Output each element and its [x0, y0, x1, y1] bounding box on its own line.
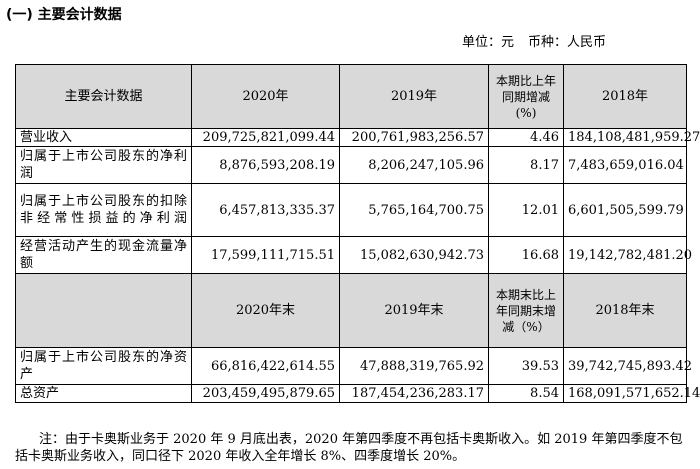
table-row: 总资产 203,459,495,879.65 187,454,236,283.1… — [15, 384, 700, 403]
cell-2019: 15,082,630,942.73 — [339, 236, 489, 274]
header-2019-end: 2019年末 — [339, 273, 489, 348]
table-row: 营业收入 209,725,821,099.44 200,761,983,256.… — [15, 128, 700, 147]
cell-2020: 203,459,495,879.65 — [191, 384, 340, 403]
unit-line: 单位：元 币种：人民币 — [462, 35, 606, 51]
table-row: 归属于上市公司股东的扣除非经常性损益的净利润 6,457,813,335.37 … — [15, 183, 687, 237]
footnote: 注：由于卡奥斯业务于 2020 年 9 月底出表，2020 年第四季度不再包括卡… — [15, 432, 683, 464]
cell-2020: 209,725,821,099.44 — [191, 128, 340, 147]
cell-2019: 200,761,983,256.57 — [339, 128, 489, 147]
currency-label: 币种：人民币 — [528, 35, 607, 50]
row-label: 经营活动产生的现金流量净额 — [15, 236, 192, 274]
cell-2018: 39,742,745,893.42 — [563, 347, 692, 385]
table-row: 归属于上市公司股东的净资产 66,816,422,614.55 47,888,3… — [15, 347, 692, 385]
unit-label: 单位：元 — [462, 35, 515, 50]
cell-change: 8.17 — [488, 146, 564, 184]
cell-2020: 8,876,593,208.19 — [191, 146, 340, 184]
cell-change: 4.46 — [488, 128, 564, 147]
cell-2018: 6,601,505,599.79 — [563, 183, 687, 237]
row-label: 归属于上市公司股东的净利润 — [15, 146, 192, 184]
cell-change: 16.68 — [488, 236, 564, 274]
row-label: 营业收入 — [15, 128, 192, 147]
section-title: (一) 主要会计数据 — [6, 7, 122, 23]
cell-change: 12.01 — [488, 183, 564, 237]
cell-2020: 6,457,813,335.37 — [191, 183, 340, 237]
row-label: 归属于上市公司股东的扣除非经常性损益的净利润 — [15, 183, 192, 237]
cell-2020: 66,816,422,614.55 — [191, 347, 340, 385]
cell-2019: 47,888,319,765.92 — [339, 347, 489, 385]
header-2018-end: 2018年末 — [563, 273, 687, 348]
cell-2018: 168,091,571,652.14 — [563, 384, 700, 403]
table-row: 经营活动产生的现金流量净额 17,599,111,715.51 15,082,6… — [15, 236, 692, 274]
header-2020-end: 2020年末 — [191, 273, 340, 348]
cell-2019: 8,206,247,105.96 — [339, 146, 489, 184]
header-2019: 2019年 — [339, 64, 489, 129]
cell-2018: 184,108,481,959.27 — [563, 128, 700, 147]
header-2018: 2018年 — [563, 64, 687, 129]
table-header-row: 2020年末 2019年末 本期末比上年同期末增减（%） 2018年末 — [15, 273, 687, 348]
header-change-end: 本期末比上年同期末增减（%） — [488, 273, 564, 348]
header-item — [15, 273, 192, 348]
cell-2019: 5,765,164,700.75 — [339, 183, 489, 237]
cell-change: 39.53 — [488, 347, 564, 385]
header-item: 主要会计数据 — [15, 64, 192, 129]
cell-2018: 7,483,659,016.04 — [563, 146, 687, 184]
table-header-row: 主要会计数据 2020年 2019年 本期比上年同期增减(%) 2018年 — [15, 64, 687, 129]
row-label: 总资产 — [15, 384, 192, 403]
cell-2019: 187,454,236,283.17 — [339, 384, 489, 403]
header-2020: 2020年 — [191, 64, 340, 129]
cell-2020: 17,599,111,715.51 — [191, 236, 340, 274]
header-change: 本期比上年同期增减(%) — [488, 64, 564, 129]
cell-change: 8.54 — [488, 384, 564, 403]
cell-2018: 19,142,782,481.20 — [563, 236, 692, 274]
row-label: 归属于上市公司股东的净资产 — [15, 347, 192, 385]
table-row: 归属于上市公司股东的净利润 8,876,593,208.19 8,206,247… — [15, 146, 687, 184]
accounting-data-table: 主要会计数据 2020年 2019年 本期比上年同期增减(%) 2018年 营业… — [15, 64, 700, 403]
